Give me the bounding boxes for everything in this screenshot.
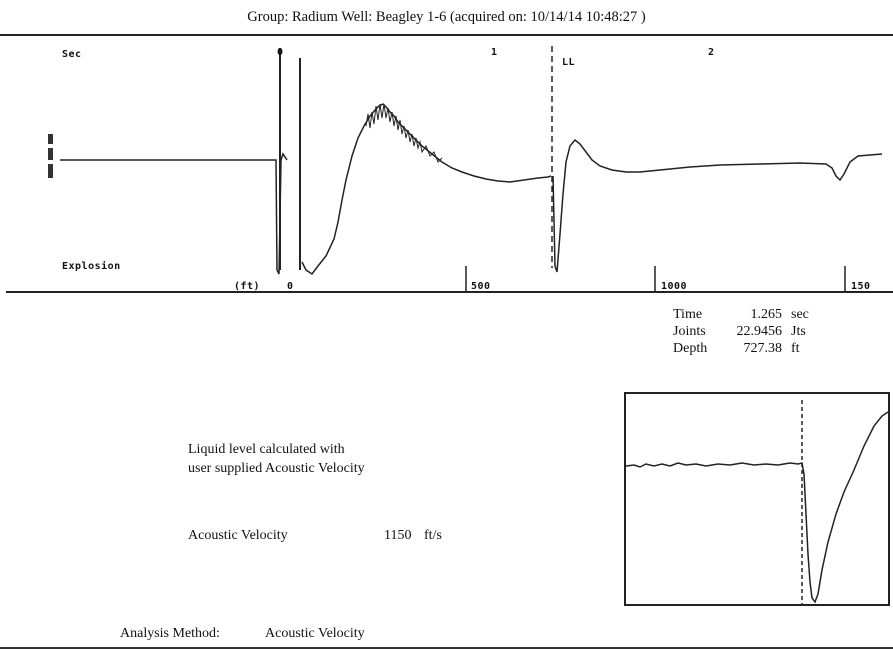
readout-value: 1.265 bbox=[750, 307, 783, 322]
header-bar bbox=[0, 0, 893, 36]
readout-unit: sec bbox=[791, 307, 809, 322]
page-title: Group: Radium Well: Beagley 1-6 (acquire… bbox=[247, 9, 646, 25]
readout-unit: Jts bbox=[791, 324, 806, 339]
liquid-level-label: LL bbox=[562, 57, 576, 68]
time-unit-label: Sec bbox=[62, 49, 82, 60]
readout-label: Joints bbox=[673, 324, 706, 339]
depth-tick-label-500: 500 bbox=[471, 281, 491, 292]
time-tick-0: 0 bbox=[277, 47, 284, 58]
readout-value: 22.9456 bbox=[736, 324, 783, 339]
analysis-method-label: Analysis Method: bbox=[120, 626, 220, 641]
zoom-trace-line bbox=[626, 411, 888, 604]
readout-label: Depth bbox=[673, 341, 708, 356]
readout-label: Time bbox=[673, 307, 703, 322]
readout-row-joints: Joints 22.9456 Jts bbox=[673, 323, 812, 340]
depth-tick-label-1000: 1000 bbox=[661, 281, 688, 292]
acoustic-velocity-label: Acoustic Velocity bbox=[188, 528, 288, 543]
liquid-note-line1: Liquid level calculated with bbox=[188, 442, 345, 457]
acoustic-trace-chart[interactable] bbox=[0, 34, 893, 296]
cursor-readout: Time 1.265 sec Joints 22.9456 Jts Depth … bbox=[673, 306, 812, 357]
footer-rule bbox=[0, 647, 893, 649]
depth-tick-label-0: 0 bbox=[287, 281, 294, 292]
explosion-label: Explosion bbox=[62, 261, 121, 272]
trace-segment-collar-response bbox=[301, 103, 552, 276]
acoustic-velocity-value: 1150 bbox=[384, 528, 412, 543]
trace-segment-baseline bbox=[60, 152, 288, 275]
readout-value: 727.38 bbox=[743, 341, 783, 356]
acoustic-velocity-unit: ft/s bbox=[424, 528, 442, 543]
liquid-level-zoom-panel[interactable] bbox=[624, 392, 890, 606]
time-tick-1: 1 bbox=[491, 47, 498, 58]
readout-row-depth: Depth 727.38 ft bbox=[673, 340, 812, 357]
trace-noise bbox=[365, 103, 443, 163]
time-tick-2: 2 bbox=[708, 47, 715, 58]
analysis-method-value: Acoustic Velocity bbox=[265, 626, 365, 641]
depth-tick-label-1500: 150 bbox=[851, 281, 871, 292]
liquid-note-line2: user supplied Acoustic Velocity bbox=[188, 461, 365, 476]
readout-unit: ft bbox=[791, 341, 800, 356]
depth-unit-label: (ft) bbox=[234, 281, 261, 292]
readout-row-time: Time 1.265 sec bbox=[673, 306, 812, 323]
zoom-trace bbox=[626, 400, 888, 604]
signal-scale-icon bbox=[46, 134, 55, 178]
trace-segment-liquid-response bbox=[552, 138, 883, 273]
